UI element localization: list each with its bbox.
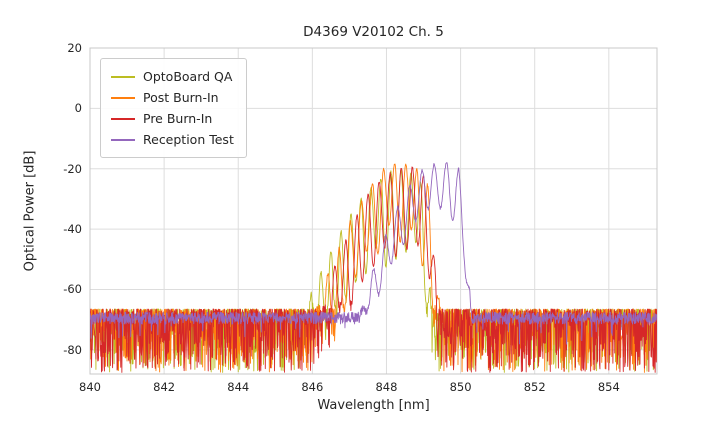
legend-line-swatch	[111, 117, 135, 120]
legend-item: Reception Test	[111, 129, 234, 150]
y-tick-label: -60	[63, 282, 82, 297]
legend: OptoBoard QA Post Burn-In Pre Burn-In Recep…	[100, 58, 247, 158]
x-tick-label: 852	[523, 380, 546, 394]
y-tick-label: -40	[63, 222, 82, 237]
legend-item: Post Burn-In	[111, 87, 234, 108]
x-tick-label: 850	[449, 380, 472, 394]
y-axis-label: Optical Power [dB]	[22, 150, 38, 272]
legend-line-swatch	[111, 75, 135, 78]
legend-label: OptoBoard QA	[143, 69, 233, 84]
legend-line-swatch	[111, 96, 135, 99]
x-axis-label: Wavelength [nm]	[317, 398, 430, 413]
chart-title: D4369 V20102 Ch. 5	[303, 24, 444, 40]
legend-label: Post Burn-In	[143, 90, 219, 105]
legend-item: Pre Burn-In	[111, 108, 234, 129]
legend-label: Reception Test	[143, 132, 234, 147]
x-tick-label: 848	[375, 380, 398, 394]
x-tick-label: 840	[79, 380, 101, 394]
y-tick-label: -20	[63, 161, 82, 176]
x-tick-label: 854	[597, 380, 620, 394]
legend-line-swatch	[111, 138, 135, 141]
y-tick-label: -80	[63, 342, 82, 357]
y-tick-label: 0	[74, 101, 82, 116]
legend-item: OptoBoard QA	[111, 66, 234, 87]
x-tick-label: 846	[301, 380, 324, 394]
x-tick-label: 842	[153, 380, 176, 394]
y-tick-label: 20	[67, 41, 82, 55]
x-tick-label: 844	[227, 380, 250, 394]
legend-label: Pre Burn-In	[143, 111, 213, 126]
